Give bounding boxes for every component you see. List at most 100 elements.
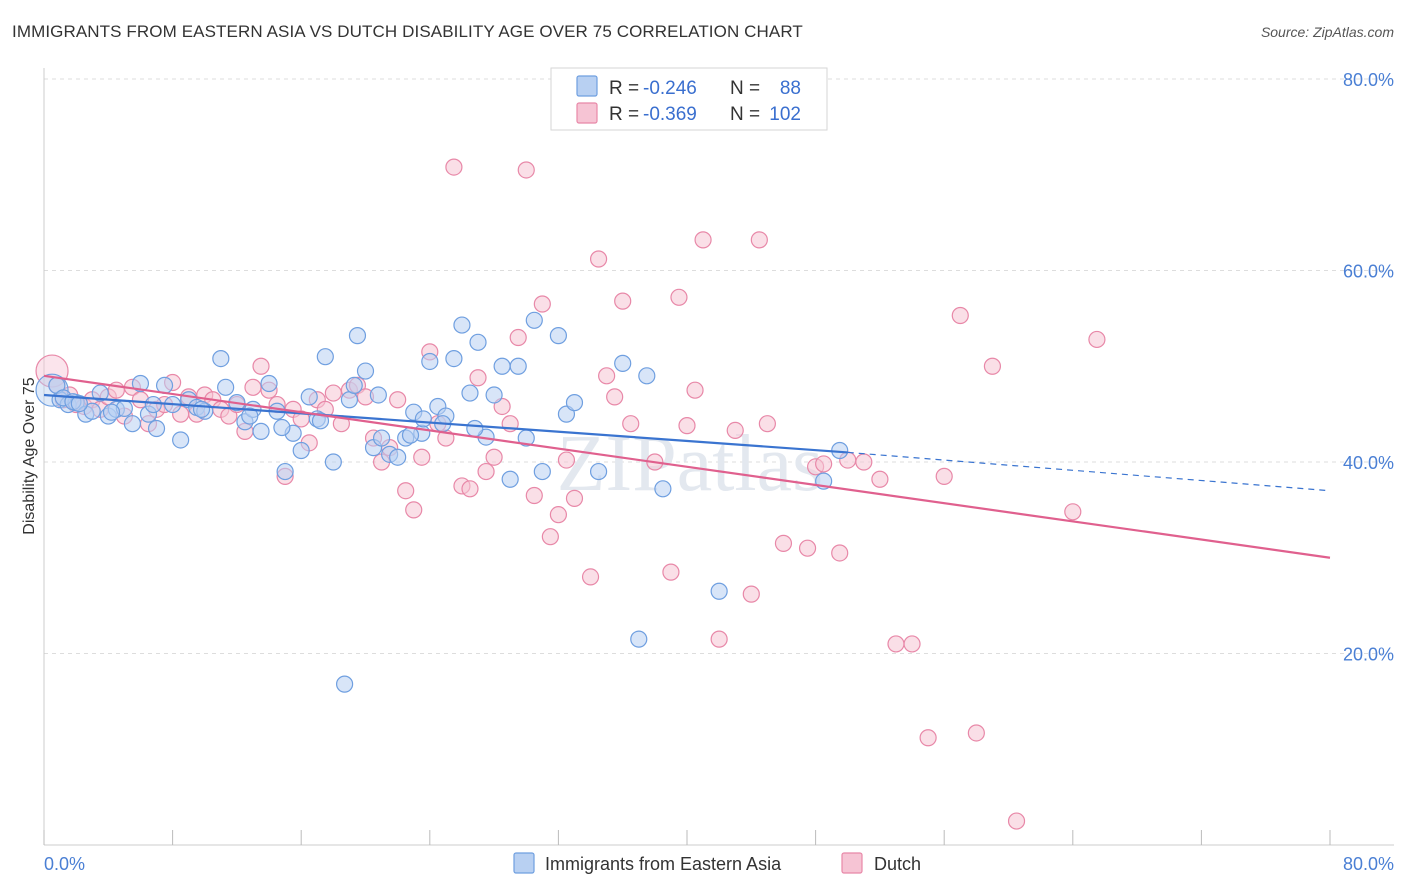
eastern-asia-point [461,384,479,402]
eastern-asia-point [91,384,109,402]
eastern-asia-point [414,410,432,428]
eastern-asia-point [300,388,318,406]
y-tick-label-20: 20.0% [1343,645,1394,665]
dutch-point [662,563,680,581]
eastern-asia-point [710,582,728,600]
eastern-asia-point [565,394,584,412]
eastern-asia-point [217,378,235,396]
eastern-asia-point [369,386,387,404]
dutch-point [726,421,744,440]
eastern-asia-point [276,462,294,481]
dutch-point [509,328,527,347]
dutch-point [798,539,817,557]
legend-r-value-blue: -0.246 [643,78,697,99]
dutch-point [919,729,937,747]
dutch-point [855,453,873,471]
eastern-asia-point [654,480,672,498]
dutch-point [589,250,608,268]
eastern-asia-point [485,386,503,404]
eastern-asia-trend-line [43,393,848,454]
eastern-asia-point [401,426,420,444]
dutch-point [252,357,270,375]
eastern-asia-point [311,412,330,430]
dutch-point [598,367,616,385]
trend-lines [43,374,1331,559]
dutch-point [413,448,431,466]
dutch-point [557,451,576,469]
eastern-asia-point [525,311,543,329]
eastern-asia-point [212,349,230,368]
legend-swatch-pink [576,102,598,124]
dutch-point [871,470,889,488]
eastern-asia-point [356,362,375,380]
eastern-asia-point [316,348,334,366]
dutch-point [614,292,632,310]
dutch-point [774,534,793,552]
dutch-point [750,231,768,249]
eastern-asia-point [273,418,291,437]
dutch-point [1064,503,1082,521]
legend-swatch-blue [576,75,598,97]
eastern-asia-point [372,429,391,447]
dutch-point [678,417,696,435]
dutch-point [549,506,568,524]
dutch-point [405,501,423,519]
dutch-point [469,369,487,387]
dutch-point [831,544,849,562]
eastern-asia-point [469,333,487,351]
legend-r-value-pink: -0.369 [643,104,697,125]
eastern-asia-point [348,327,367,345]
source-label: Source: ZipAtlas.com [1260,24,1394,40]
dutch-point [525,486,543,505]
legend-r-label-blue: R = [609,78,639,99]
legend-n-value-blue: 88 [780,78,801,99]
x-axis-ticks [43,830,1331,845]
eastern-asia-point [147,419,166,438]
y-tick-label-60: 60.0% [1343,262,1394,282]
dutch-point [935,467,953,485]
dutch-point [324,384,342,402]
dutch-point [710,630,728,648]
chart-title: IMMIGRANTS FROM EASTERN ASIA VS DUTCH DI… [12,22,803,41]
dutch-point [461,480,479,498]
dutch-trend-line [43,374,1331,559]
eastern-asia-point [345,376,363,394]
dutch-point [742,585,760,603]
eastern-asia-point [340,391,359,409]
eastern-asia-point [131,374,150,393]
legend-n-label-blue: N = [730,78,760,99]
eastern-asia-point [533,462,551,481]
dutch-point [1007,812,1026,830]
series-legend-label-pink: Dutch [874,854,921,874]
dutch-point [951,306,969,325]
eastern-asia-point [123,415,142,433]
eastern-asia-point [549,327,568,345]
series-legend-swatch-blue [513,852,535,874]
dutch-point [887,635,905,653]
dutch-point [694,231,712,249]
dutch-point [903,635,921,653]
x-tick-label-min: 0.0% [44,854,85,874]
stats-legend: R = -0.246 N = 88 R = -0.369 N = 102 [550,67,828,131]
eastern-asia-point [292,441,310,460]
eastern-asia-point [453,316,471,334]
dutch-point [485,448,503,466]
dutch-point [565,489,584,507]
eastern-asia-point [241,407,259,425]
eastern-asia-point [630,630,648,648]
dutch-point [622,415,640,433]
legend-n-value-pink: 102 [769,104,801,125]
dutch-point [541,528,559,546]
dutch-points [35,158,1106,830]
dutch-point [983,357,1002,375]
y-axis-label: Disability Age Over 75 [21,377,38,535]
eastern-asia-point [445,349,463,368]
dutch-point [445,158,463,176]
eastern-asia-point [83,402,101,420]
eastern-asia-point [144,395,162,414]
eastern-asia-point [509,357,527,375]
eastern-asia-point [192,400,211,418]
eastern-asia-point [70,394,88,413]
legend-n-label-pink: N = [730,104,760,125]
